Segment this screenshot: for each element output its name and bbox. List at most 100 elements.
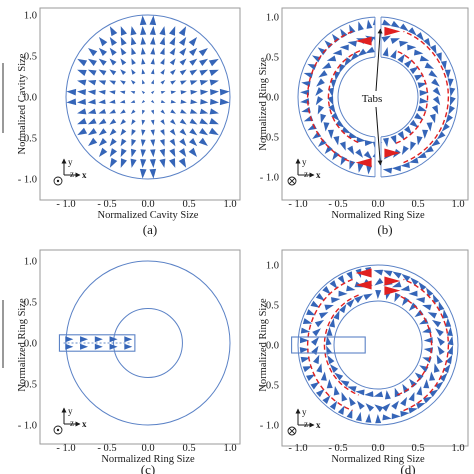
field-arrow bbox=[392, 271, 402, 279]
field-arrow bbox=[315, 87, 324, 96]
y-tick-label: 0.5 bbox=[266, 53, 279, 64]
field-arrow bbox=[373, 269, 384, 276]
field-arrow bbox=[333, 386, 340, 396]
field-arrow bbox=[160, 58, 165, 65]
field-arrow bbox=[315, 96, 324, 106]
dot-mark bbox=[56, 179, 60, 183]
field-arrow bbox=[178, 148, 187, 158]
field-arrow bbox=[150, 119, 155, 126]
field-arrow bbox=[382, 167, 393, 174]
y-axis-label: Normalized Ring Size bbox=[17, 298, 28, 392]
field-arrow bbox=[140, 36, 146, 45]
field-arrow bbox=[87, 58, 97, 67]
field-arrow bbox=[77, 69, 87, 76]
field-arrow bbox=[356, 136, 366, 143]
field-arrow bbox=[98, 69, 107, 76]
field-arrow bbox=[109, 26, 118, 37]
field-arrow bbox=[199, 79, 209, 86]
tab-gap-bottom bbox=[375, 136, 381, 178]
field-arrow bbox=[424, 62, 435, 69]
field-arrow bbox=[400, 161, 410, 168]
field-arrow bbox=[170, 109, 177, 114]
field-arrow bbox=[413, 49, 424, 56]
field-arrow bbox=[381, 35, 391, 43]
x-axis-label: Normalized Cavity Size bbox=[98, 210, 199, 221]
y-tick-label: 0.0 bbox=[266, 93, 279, 104]
field-arrow bbox=[375, 289, 382, 300]
field-arrow bbox=[109, 109, 116, 114]
field-arrow bbox=[160, 91, 166, 95]
field-arrow bbox=[310, 336, 320, 346]
field-arrow bbox=[140, 159, 147, 168]
field-arrow bbox=[419, 317, 429, 325]
field-arrow bbox=[410, 141, 417, 151]
field-arrow bbox=[311, 55, 322, 63]
field-arrow bbox=[80, 336, 89, 343]
x-axis-label: Normalized Ring Size bbox=[331, 454, 425, 465]
field-arrow bbox=[159, 148, 166, 158]
x-tick-label: 0.5 bbox=[182, 443, 195, 454]
field-arrow bbox=[178, 26, 187, 37]
field-arrow bbox=[87, 127, 97, 136]
outer-circle bbox=[65, 260, 231, 426]
panel-caption: (c) bbox=[141, 462, 155, 474]
field-arrow bbox=[88, 137, 98, 147]
field-arrow bbox=[178, 157, 187, 168]
x-tick-label: 1.0 bbox=[451, 199, 464, 210]
y-tick-label: 0.5 bbox=[266, 301, 279, 312]
y-axis-symbol: y bbox=[302, 157, 307, 167]
x-tick-label: 0.5 bbox=[411, 199, 424, 210]
field-arrow bbox=[131, 138, 137, 147]
field-arrow bbox=[364, 140, 374, 146]
field-arrow bbox=[77, 58, 88, 67]
field-arrow bbox=[109, 157, 118, 168]
field-arrow bbox=[397, 53, 405, 63]
x-axis-label: Normalized Ring Size bbox=[331, 210, 425, 221]
field-arrow bbox=[440, 60, 447, 71]
field-arrow bbox=[391, 165, 401, 172]
field-arrow bbox=[160, 99, 166, 103]
field-arrow bbox=[209, 118, 219, 125]
field-arrow bbox=[124, 336, 133, 343]
x-tick-label: - 1.0 bbox=[56, 199, 75, 210]
y-tick-label: 0.0 bbox=[24, 93, 37, 104]
y-tick-label: 1.0 bbox=[24, 257, 37, 268]
field-arrow bbox=[433, 363, 440, 373]
current-arrow bbox=[355, 280, 372, 290]
field-arrow bbox=[160, 79, 166, 85]
field-arrow bbox=[422, 327, 432, 334]
x-tick-label: 0.0 bbox=[371, 443, 384, 454]
field-arrow bbox=[428, 70, 438, 78]
field-arrow bbox=[382, 414, 392, 421]
field-arrow bbox=[348, 132, 358, 139]
current-path bbox=[395, 50, 429, 144]
field-arrow bbox=[332, 49, 343, 56]
field-arrow bbox=[80, 343, 89, 350]
field-arrow bbox=[318, 312, 329, 319]
field-arrow bbox=[188, 147, 198, 157]
field-arrow bbox=[347, 386, 357, 392]
field-arrow bbox=[447, 335, 454, 346]
field-arrow bbox=[414, 309, 424, 318]
field-arrow bbox=[366, 165, 373, 175]
field-arrow bbox=[299, 337, 310, 344]
field-arrow bbox=[415, 402, 426, 409]
field-arrow bbox=[98, 80, 107, 86]
field-arrow bbox=[375, 414, 382, 424]
x-tick-label: - 1.0 bbox=[56, 443, 75, 454]
field-arrow bbox=[120, 118, 127, 125]
field-arrow bbox=[382, 47, 389, 57]
field-arrow bbox=[130, 109, 136, 115]
x-tick-label: 1.0 bbox=[451, 443, 464, 454]
field-arrow bbox=[94, 343, 103, 350]
field-arrow bbox=[180, 109, 187, 114]
field-arrow bbox=[364, 391, 374, 398]
field-arrow bbox=[120, 69, 127, 76]
field-arrow bbox=[119, 109, 126, 114]
field-arrow bbox=[109, 36, 118, 46]
field-arrow bbox=[130, 91, 136, 95]
current-arrow bbox=[355, 36, 372, 46]
y-axis-symbol: y bbox=[68, 406, 73, 416]
field-arrow bbox=[169, 128, 176, 136]
